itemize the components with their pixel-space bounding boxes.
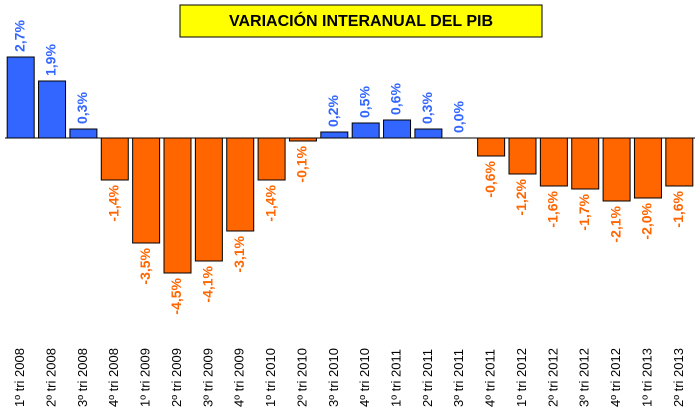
x-tick-label: 3º tri 2008: [75, 348, 90, 407]
x-tick-label: 2º tri 2010: [294, 348, 309, 407]
x-tick-label: 3º tri 2009: [200, 348, 215, 407]
bar: [602, 137, 631, 202]
bar: [226, 137, 255, 232]
bar: [38, 80, 67, 139]
value-label: -1,2%: [513, 178, 529, 215]
value-label: 0,6%: [388, 83, 404, 115]
value-label: 1,9%: [43, 44, 59, 76]
bar: [6, 56, 35, 139]
value-label: -3,5%: [137, 247, 153, 284]
x-tick-label: 3º tri 2011: [451, 349, 466, 407]
value-label: -4,5%: [168, 277, 184, 314]
x-tick-label: 4º tri 2010: [357, 348, 372, 407]
value-label: 0,5%: [356, 86, 372, 118]
value-label: 0,3%: [74, 92, 90, 124]
x-tick-label: 2º tri 2011: [420, 349, 435, 407]
bar: [132, 137, 161, 244]
value-label: -1,6%: [545, 190, 561, 227]
value-label: 0,2%: [325, 95, 341, 127]
x-tick-label: 1º tri 2009: [138, 348, 153, 407]
value-label: -1,6%: [670, 190, 686, 227]
bar: [257, 137, 286, 181]
bar: [383, 119, 412, 139]
x-tick-label: 1º tri 2011: [388, 349, 403, 407]
value-label: -3,1%: [231, 235, 247, 272]
bar: [477, 137, 506, 157]
x-tick-label: 4º tri 2009: [232, 348, 247, 407]
value-label: -1,7%: [576, 193, 592, 230]
value-label: 2,7%: [11, 20, 27, 52]
bar: [351, 122, 380, 139]
bar: [320, 131, 349, 139]
bar: [194, 137, 223, 262]
value-label: -0,1%: [294, 145, 310, 182]
chart-title: VARIACIÓN INTERANUAL DEL PIB: [229, 11, 493, 30]
bar: [69, 128, 98, 139]
bar: [163, 137, 192, 274]
bar: [539, 137, 568, 187]
bar: [665, 137, 694, 187]
x-tick-label: 1º tri 2010: [263, 348, 278, 407]
x-tick-label: 3º tri 2010: [326, 348, 341, 407]
x-tick-label: 4º tri 2008: [106, 348, 121, 407]
x-tick-label: 4º tri 2011: [483, 349, 498, 407]
x-tick-label: 2º tri 2009: [169, 348, 184, 407]
title-box: [179, 4, 543, 38]
x-tick-label: 2º tri 2008: [43, 348, 58, 407]
value-label: -0,6%: [482, 160, 498, 197]
x-tick-label: 2º tri 2013: [671, 348, 686, 407]
x-tick-label: 1º tri 2008: [12, 348, 27, 407]
bar: [571, 137, 600, 190]
bar: [414, 128, 443, 139]
value-label: -1,4%: [262, 184, 278, 221]
x-tick-label: 2º tri 2012: [545, 348, 560, 407]
value-label: -1,4%: [105, 184, 121, 221]
x-tick-label: 1º tri 2013: [639, 348, 654, 407]
value-label: -2,0%: [639, 202, 655, 239]
x-tick-label: 1º tri 2012: [514, 348, 529, 407]
bar: [633, 137, 662, 199]
value-label: 0,3%: [419, 92, 435, 124]
value-label: 0,0%: [450, 101, 466, 133]
bar: [100, 137, 129, 181]
x-tick-label: 4º tri 2012: [608, 348, 623, 407]
bar: [508, 137, 537, 175]
x-tick-label: 3º tri 2012: [577, 348, 592, 407]
value-label: -2,1%: [607, 205, 623, 242]
value-label: -4,1%: [200, 265, 216, 302]
